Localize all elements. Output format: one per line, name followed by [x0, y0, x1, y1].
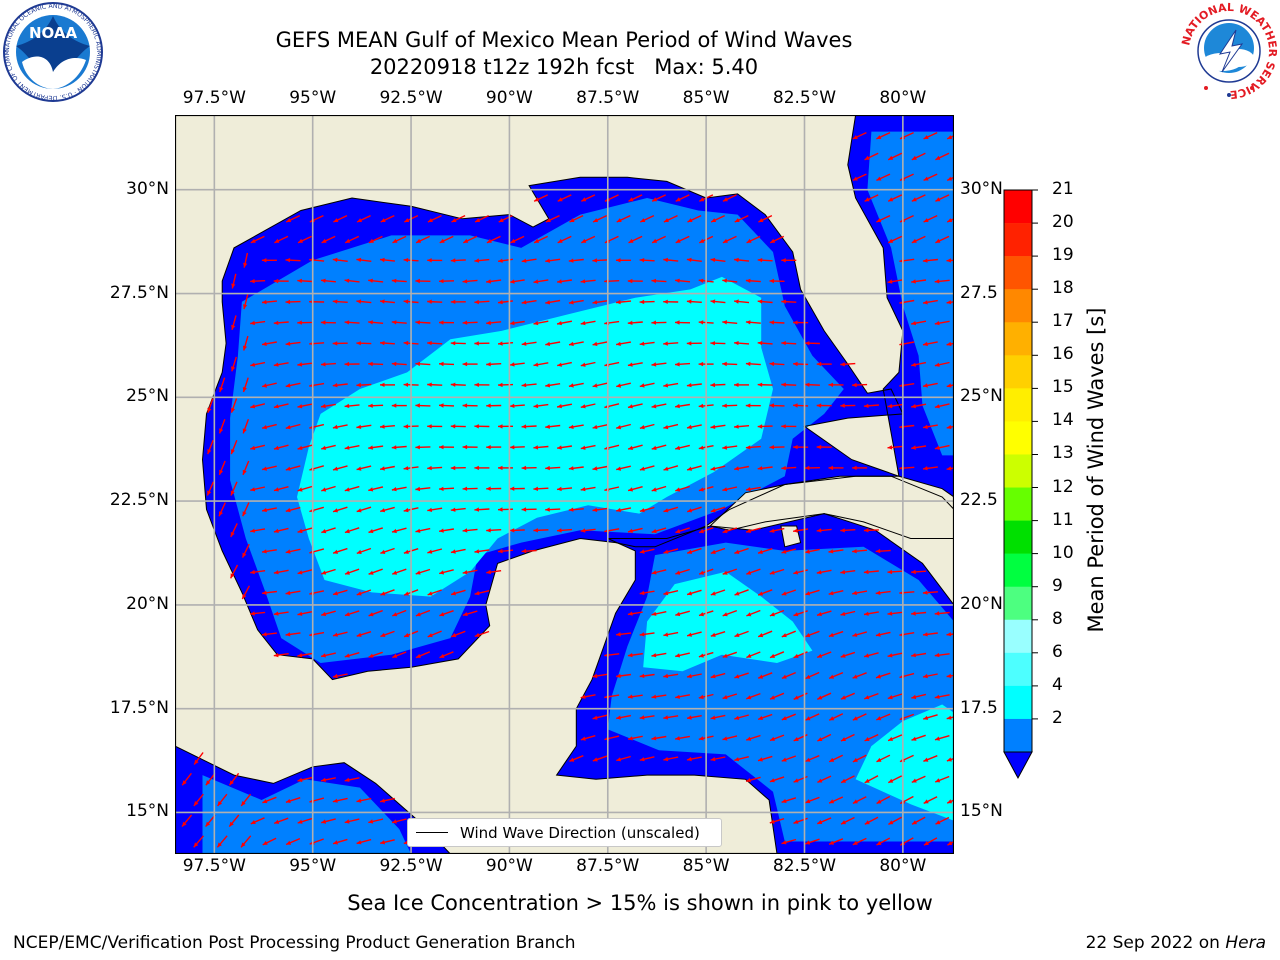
- lat-tick-left: 20°N: [126, 593, 169, 614]
- lat-tick-left: 15°N: [126, 801, 169, 822]
- lon-tick-top: 82.5°W: [772, 88, 837, 108]
- lon-tick-bottom: 80°W: [879, 856, 927, 876]
- nws-logo: NATIONAL WEATHER SERVICE: [1180, 2, 1278, 100]
- lat-tick-left: 27.5°N: [109, 282, 169, 303]
- colorbar-tick-label: 10: [1052, 542, 1074, 563]
- lon-tick-bottom: 97.5°W: [182, 856, 246, 876]
- lat-tick-right: 30°N: [960, 178, 1003, 199]
- colorbar-tick-label: 15: [1052, 377, 1074, 398]
- lon-tick-bottom: 92.5°W: [379, 856, 443, 876]
- colorbar-tick-label: 9: [1052, 575, 1063, 596]
- colorbar-tick-label: 16: [1052, 344, 1074, 365]
- lat-tick-right: 20°N: [960, 593, 1003, 614]
- colorbar-tick-label: 18: [1052, 278, 1074, 299]
- map-frame: [175, 115, 954, 854]
- footer-left: NCEP/EMC/Verification Post Processing Pr…: [13, 933, 576, 953]
- colorbar-tick-label: 4: [1052, 674, 1063, 695]
- lat-tick-right: 15°N: [960, 801, 1003, 822]
- map-legend: Wind Wave Direction (unscaled): [407, 818, 722, 847]
- lon-tick-bottom: 82.5°W: [772, 856, 837, 876]
- lat-tick-left: 25°N: [126, 386, 169, 407]
- lat-tick-right: 27.5: [960, 282, 998, 303]
- legend-label: Wind Wave Direction (unscaled): [460, 823, 700, 842]
- lon-tick-bottom: 95°W: [289, 856, 337, 876]
- lat-tick-left: 22.5°N: [109, 490, 169, 511]
- colorbar-tick-label: 12: [1052, 476, 1074, 497]
- lon-tick-top: 85°W: [682, 88, 730, 108]
- lon-tick-bottom: 87.5°W: [576, 856, 640, 876]
- colorbar-label: Mean Period of Wind Waves [s]: [1084, 307, 1108, 633]
- colorbar-tick-label: 2: [1052, 707, 1063, 728]
- lon-tick-top: 95°W: [289, 88, 337, 108]
- colorbar-tick-label: 20: [1052, 212, 1074, 233]
- sea-ice-note: Sea Ice Concentration > 15% is shown in …: [347, 891, 933, 915]
- noaa-logo: NATIONAL OCEANIC AND ATMOSPHERIC ADMINIS…: [2, 2, 103, 102]
- lat-tick-right: 17.5: [960, 697, 998, 718]
- lon-tick-top: 90°W: [485, 88, 533, 108]
- lat-tick-left: 17.5°N: [109, 697, 169, 718]
- colorbar-tick-label: 11: [1052, 509, 1074, 530]
- chart-title-line1: GEFS MEAN Gulf of Mexico Mean Period of …: [275, 28, 853, 52]
- lon-tick-bottom: 85°W: [682, 856, 730, 876]
- contour-layer: [175, 115, 954, 854]
- footer-right: 22 Sep 2022 on Hera: [1086, 933, 1266, 953]
- footer-date: 22 Sep 2022 on: [1085, 933, 1226, 953]
- svg-text:NOAA: NOAA: [29, 24, 78, 42]
- colorbar-tick-label: 13: [1052, 443, 1074, 464]
- chart-title-line2: 20220918 t12z 192h fcst Max: 5.40: [369, 55, 759, 79]
- lat-tick-left: 30°N: [126, 178, 169, 199]
- colorbar-tick-label: 19: [1052, 245, 1074, 266]
- lon-tick-bottom: 90°W: [485, 856, 533, 876]
- map-plot: [175, 115, 954, 854]
- lat-tick-right: 25°N: [960, 386, 1003, 407]
- lon-tick-top: 92.5°W: [379, 88, 443, 108]
- colorbar-tick-label: 8: [1052, 608, 1063, 629]
- colorbar-tick-label: 14: [1052, 410, 1074, 431]
- colorbar-tick-label: 6: [1052, 641, 1063, 662]
- legend-line-sample: [416, 832, 448, 833]
- grid-layer: [175, 115, 954, 854]
- lon-tick-top: 97.5°W: [182, 88, 246, 108]
- lon-tick-top: 80°W: [879, 88, 927, 108]
- colorbar: [1003, 189, 1038, 780]
- footer-machine: Hera: [1225, 933, 1266, 953]
- colorbar-tick-label: 21: [1052, 179, 1074, 199]
- lat-tick-right: 22.5: [960, 490, 998, 511]
- lon-tick-top: 87.5°W: [576, 88, 640, 108]
- colorbar-tick-label: 17: [1052, 311, 1074, 332]
